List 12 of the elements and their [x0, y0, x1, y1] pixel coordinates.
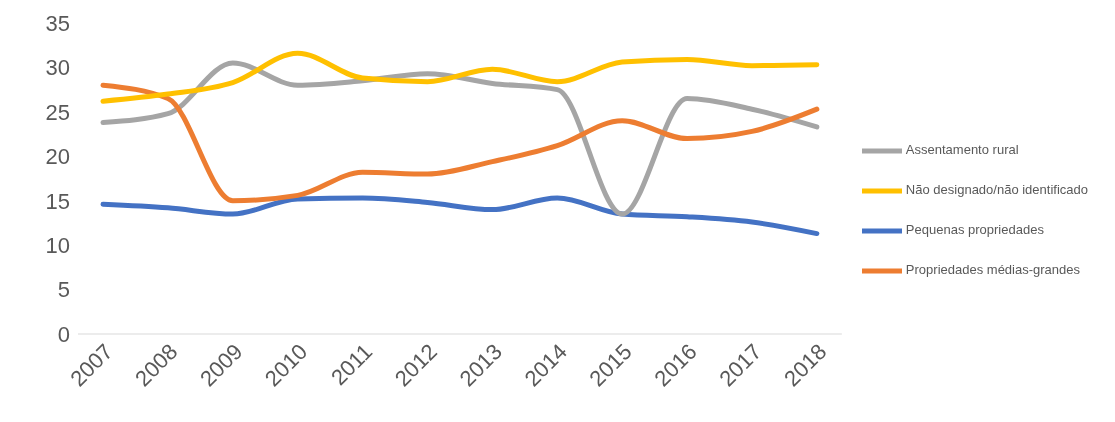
legend-label: Pequenas propriedades	[905, 222, 1044, 238]
y-tick-label: 20	[45, 144, 70, 170]
y-tick-label: 25	[45, 99, 70, 125]
legend-label: Propriedades médias-grandes	[905, 262, 1081, 278]
y-tick-label: 35	[45, 10, 70, 36]
y-tick-label: 10	[45, 232, 70, 258]
y-tick-label: 15	[45, 188, 70, 214]
y-tick-label: 0	[57, 321, 70, 347]
y-tick-label: 5	[57, 277, 70, 303]
y-tick-label: 30	[45, 55, 70, 81]
legend-label: Não designado/não identificado	[905, 182, 1088, 198]
legend-label: Assentamento rural	[905, 142, 1019, 158]
